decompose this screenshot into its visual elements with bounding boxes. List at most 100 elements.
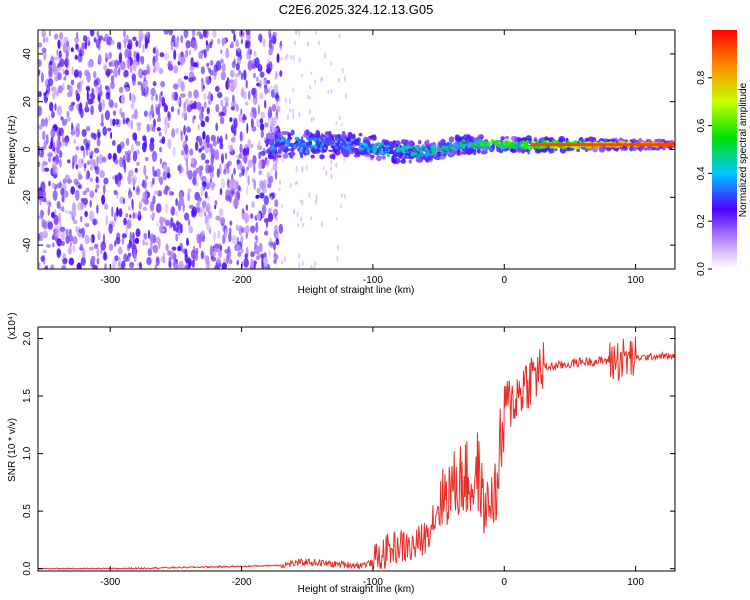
noise-mark (140, 32, 145, 38)
signal-core-mark (338, 139, 341, 145)
signal-core-mark (472, 146, 476, 150)
noise-mark (249, 111, 253, 117)
signal-halo-mark (426, 139, 430, 145)
noise-mark (112, 118, 116, 127)
noise-mark (306, 94, 309, 100)
noise-mark (107, 127, 112, 132)
noise-mark (127, 150, 132, 157)
signal-core-mark (404, 155, 407, 159)
signal-halo-mark (271, 132, 277, 136)
noise-mark (256, 76, 259, 83)
noise-mark (279, 179, 282, 186)
signal-core-mark (430, 148, 436, 153)
noise-mark (180, 81, 185, 92)
noise-mark (106, 72, 110, 78)
noise-mark (330, 61, 333, 66)
noise-mark (267, 182, 272, 189)
spectrogram-x-tick-label: -300 (100, 275, 120, 286)
noise-mark (238, 153, 243, 159)
noise-mark (38, 261, 41, 268)
noise-mark (220, 99, 224, 108)
noise-mark (180, 51, 184, 58)
noise-mark (280, 45, 282, 52)
noise-mark (104, 110, 110, 121)
noise-mark (136, 122, 142, 127)
signal-halo-mark (400, 158, 407, 164)
noise-mark (110, 131, 113, 139)
noise-mark (338, 115, 341, 121)
noise-mark (85, 85, 91, 92)
noise-mark (136, 149, 140, 155)
signal-halo-mark (415, 158, 423, 163)
snr-panel: -300 -200 -100 0 100 0.0 0.5 1.0 1.5 2.0 Height … (7, 312, 676, 595)
noise-mark (140, 55, 145, 65)
noise-mark (335, 217, 338, 221)
noise-mark (163, 164, 168, 172)
noise-mark (51, 235, 55, 240)
noise-mark (98, 154, 104, 165)
signal-core-mark (353, 147, 358, 151)
noise-mark (108, 243, 114, 251)
noise-mark (40, 118, 46, 127)
noise-mark (231, 234, 237, 245)
noise-mark (164, 52, 170, 61)
noise-mark (280, 204, 283, 209)
noise-mark (245, 167, 248, 179)
noise-mark (87, 160, 91, 166)
noise-mark (183, 264, 187, 269)
noise-mark (78, 228, 83, 234)
noise-mark (72, 236, 78, 245)
noise-mark (292, 54, 295, 61)
noise-mark (235, 49, 238, 57)
noise-mark (101, 156, 107, 163)
noise-mark (217, 92, 223, 99)
signal-core-mark (306, 145, 309, 149)
noise-mark (262, 38, 266, 48)
noise-mark (243, 258, 249, 268)
signal-halo-mark (436, 146, 441, 153)
signal-core-mark (507, 141, 510, 146)
noise-mark (58, 52, 62, 59)
noise-mark (217, 230, 221, 239)
noise-mark (119, 141, 125, 149)
snr-x-axis-label: Height of straight line (km) (298, 584, 415, 595)
noise-mark (78, 184, 83, 189)
noise-mark (121, 233, 127, 239)
noise-mark (241, 91, 248, 100)
noise-mark (73, 219, 78, 225)
noise-mark (70, 79, 75, 86)
noise-mark (103, 251, 107, 261)
spectrogram-y-axis-label: Frequency (Hz) (7, 116, 18, 185)
noise-mark (259, 150, 266, 156)
noise-mark (38, 145, 41, 156)
noise-mark (142, 79, 148, 89)
noise-mark (265, 67, 271, 74)
noise-mark (101, 99, 105, 110)
noise-mark (185, 134, 188, 142)
noise-mark (269, 32, 272, 43)
noise-mark (80, 257, 86, 266)
noise-mark (205, 40, 208, 46)
signal-core-mark (439, 147, 444, 151)
spectrogram-x-ticks: -300 -200 -100 0 100 (100, 30, 644, 286)
noise-mark (127, 173, 132, 185)
noise-mark (122, 154, 126, 165)
noise-mark (81, 129, 87, 137)
noise-mark (178, 260, 184, 269)
noise-mark (270, 196, 273, 200)
noise-mark (38, 124, 43, 130)
noise-mark (188, 127, 191, 133)
noise-mark (89, 158, 95, 166)
noise-mark (93, 218, 96, 226)
noise-mark (65, 228, 69, 236)
noise-mark (201, 181, 207, 187)
noise-mark (170, 217, 174, 228)
noise-mark (185, 258, 190, 264)
noise-mark (82, 197, 89, 205)
noise-mark (131, 93, 136, 104)
signal-halo-mark (358, 132, 363, 137)
snr-border (37, 326, 676, 572)
noise-mark (38, 142, 41, 147)
noise-mark (43, 161, 48, 166)
noise-mark (110, 75, 115, 84)
